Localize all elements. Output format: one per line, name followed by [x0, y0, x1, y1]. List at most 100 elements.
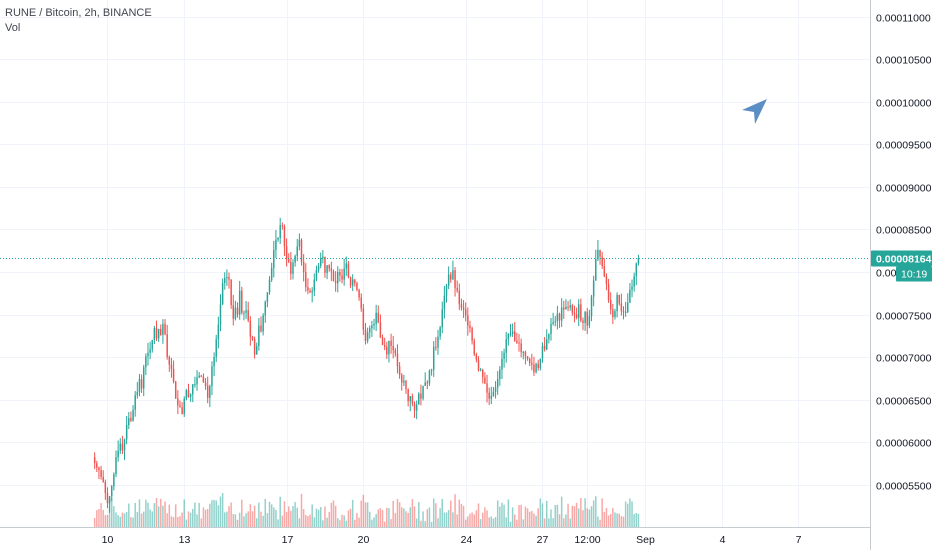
candle-body	[477, 359, 480, 371]
volume-bar	[196, 514, 198, 527]
candle-body	[187, 390, 190, 397]
volume-bar	[447, 510, 450, 527]
volume-bar	[514, 514, 516, 527]
candle-body	[528, 358, 531, 363]
candle-body	[490, 396, 493, 399]
volume-bar	[236, 519, 239, 527]
candle-body	[518, 342, 520, 344]
candle-body	[98, 467, 100, 471]
candle-body	[260, 325, 262, 332]
volume-indicator-label[interactable]: Vol	[5, 22, 21, 34]
candle-body	[364, 329, 367, 341]
candle-body	[533, 364, 535, 373]
candle-body	[580, 304, 582, 321]
candle-body	[356, 283, 358, 290]
volume-bar	[315, 508, 318, 527]
candle-body	[524, 351, 527, 357]
volume-bar	[637, 513, 640, 527]
candle-body	[164, 323, 166, 335]
volume-bar	[204, 509, 207, 527]
volume-bar	[556, 504, 559, 527]
volume-bar	[213, 499, 215, 527]
candle-body	[345, 263, 348, 269]
last-price-tag-background	[871, 250, 932, 267]
candle-body	[153, 328, 156, 340]
volume-bar	[398, 502, 401, 527]
candle-body	[507, 334, 510, 340]
volume-bar	[454, 494, 456, 527]
volume-bar	[251, 511, 254, 527]
volume-bar	[577, 508, 580, 527]
countdown-tag-background	[896, 266, 932, 282]
candle-body	[130, 418, 132, 421]
volume-bar	[255, 518, 258, 527]
candle-body	[128, 418, 130, 425]
candle-body	[253, 339, 256, 355]
candle-body	[614, 311, 616, 318]
candle-body	[556, 313, 559, 322]
volume-bar	[494, 517, 497, 527]
time-tick-label: 4	[720, 534, 726, 546]
volume-bar	[283, 501, 286, 527]
candle-body	[349, 277, 352, 286]
volume-bar	[324, 506, 326, 527]
candle-body	[501, 358, 503, 370]
volume-bar	[450, 500, 452, 527]
candle-body	[341, 275, 343, 280]
candle-body	[420, 393, 422, 399]
volume-bar	[104, 515, 107, 527]
price-tick-label: 0.00008500	[876, 225, 932, 237]
candle-body	[170, 364, 173, 369]
volume-bar	[285, 511, 288, 527]
volume-bar	[328, 512, 330, 527]
volume-bar	[268, 501, 271, 527]
volume-bar	[539, 498, 542, 527]
candle-body	[185, 390, 188, 399]
volume-bar	[356, 513, 358, 527]
volume-bar	[307, 516, 309, 527]
volume-bar	[552, 518, 554, 527]
time-tick-label: 24	[461, 534, 473, 546]
candle-body	[339, 272, 341, 276]
candle-body	[302, 261, 305, 272]
candle-body	[275, 239, 277, 250]
volume-bar	[375, 514, 377, 527]
volume-bar	[595, 496, 597, 527]
volume-bar	[183, 499, 185, 527]
volume-bar	[548, 518, 550, 527]
symbol-title[interactable]: RUNE / Bitcoin, 2h, BINANCE	[5, 7, 152, 19]
volume-bar	[418, 502, 420, 527]
candle-body	[183, 398, 185, 414]
volume-bar	[501, 502, 503, 527]
volume-bar	[603, 511, 606, 527]
volume-bar	[571, 505, 574, 527]
volume-bar	[96, 510, 98, 527]
volume-bar	[100, 503, 102, 527]
candle-body	[394, 350, 397, 354]
volume-bar	[582, 510, 584, 527]
candle-body	[337, 272, 339, 284]
volume-bar	[290, 510, 292, 527]
volume-bar	[452, 512, 454, 527]
volume-bar	[392, 500, 394, 527]
candle-body	[151, 340, 153, 350]
volume-bar	[396, 498, 399, 527]
volume-bar	[563, 518, 565, 527]
volume-bar	[226, 511, 228, 527]
candle-body	[326, 265, 328, 273]
candle-body	[200, 375, 203, 377]
candle-body	[633, 276, 635, 287]
price-tick-label: 0.00006000	[876, 438, 932, 450]
candle-body	[202, 376, 205, 383]
candle-body	[255, 345, 258, 355]
volume-bar	[258, 502, 260, 527]
candle-body	[467, 315, 469, 326]
candle-body	[522, 351, 525, 353]
volume-bar	[275, 509, 277, 527]
volume-bar	[424, 521, 426, 527]
volume-bar	[332, 500, 335, 527]
candle-body	[511, 331, 514, 335]
volume-bar	[528, 511, 531, 527]
